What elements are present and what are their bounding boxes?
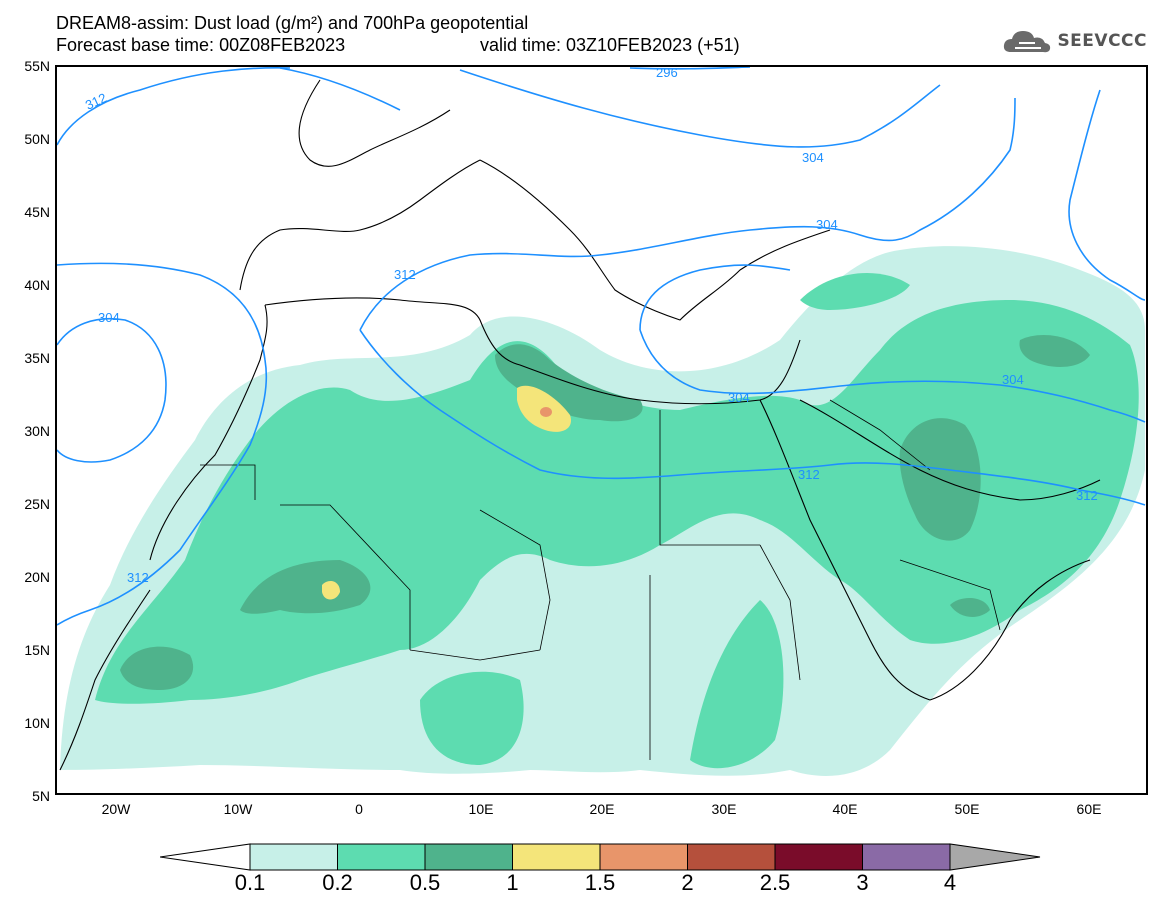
colorbar-swatch [862,843,951,871]
colorbar-swatch [337,843,426,871]
colorbar-tick-label: 1.5 [584,870,616,895]
lon-label-50e: 50E [954,801,980,817]
lat-label-20n: 20N [24,569,50,585]
colorbar-tick-label: 3 [856,870,869,895]
colorbar-swatch [512,843,601,871]
contour-label: 304 [816,217,838,232]
contour-label: 304 [98,310,120,325]
map-title: DREAM8-assim: Dust load (g/m²) and 700hP… [56,13,529,33]
lat-label-25n: 25N [24,496,50,512]
lat-label-30n: 30N [24,423,50,439]
map-panel[interactable]: 312 296 304 304 312 304 304 312 304 312 … [55,65,1148,795]
contour-label: 312 [83,90,109,113]
contour-label: 304 [802,150,824,165]
lat-label-5n: 5N [32,788,50,804]
valid-time: valid time: 03Z10FEB2023 (+51) [480,35,740,55]
lat-label-50n: 50N [24,131,50,147]
colorbar-swatch [249,843,338,871]
dust-map-canvas: 312 296 304 304 312 304 304 312 304 312 … [57,67,1146,776]
lon-label-0: 0 [355,801,363,817]
dust-orange-areas [540,407,552,417]
colorbar-swatch [687,843,776,871]
colorbar-above-triangle [949,843,1041,871]
contour-label: 312 [1076,488,1098,503]
seevccc-logo: SEEVCCC [1001,26,1147,56]
lon-label-10e: 10E [468,801,494,817]
cloud-logo-icon [1004,31,1051,53]
lon-label-40e: 40E [832,801,858,817]
colorbar-swatch [774,843,863,871]
country-borders [200,399,1001,760]
colorbar-tick-label: 0.5 [409,870,441,895]
lat-label-10n: 10N [24,715,50,731]
contour-labels: 312 296 304 304 312 304 304 312 304 312 … [83,67,1098,585]
forecast-base-time: Forecast base time: 00Z08FEB2023 [56,35,346,55]
colorbar [159,842,1045,877]
lat-label-15n: 15N [24,642,50,658]
contour-label: 312 [127,570,149,585]
lon-label-10w: 10W [223,801,253,817]
coastlines [59,79,1101,771]
colorbar-tick-label: 2 [681,870,694,895]
colorbar-swatch [599,843,688,871]
logo-text: SEEVCCC [1057,31,1147,51]
lat-label-40n: 40N [24,277,50,293]
contour-label: 312 [798,467,820,482]
lon-label-20w: 20W [101,801,131,817]
lon-label-20e: 20E [589,801,615,817]
colorbar-tick-label: 0.1 [234,870,266,895]
colorbar-swatch [424,843,513,871]
lon-label-30e: 30E [711,801,737,817]
colorbar-tick-label: 4 [943,870,957,895]
contour-label: 304 [1002,372,1024,387]
colorbar-tick-label: 1 [506,870,519,895]
lat-label-35n: 35N [24,350,50,366]
lat-label-55n: 55N [24,58,50,74]
contour-label: 296 [656,67,678,80]
lat-label-45n: 45N [24,204,50,220]
colorbar-swatches [249,843,951,871]
geopotential-contours [57,67,1146,626]
colorbar-tick-label: 2.5 [759,870,791,895]
contour-label: 312 [394,267,416,282]
contour-label: 304 [728,390,750,405]
colorbar-tick-label: 0.2 [322,870,353,895]
colorbar-below-triangle [159,843,251,871]
lon-label-60e: 60E [1076,801,1102,817]
